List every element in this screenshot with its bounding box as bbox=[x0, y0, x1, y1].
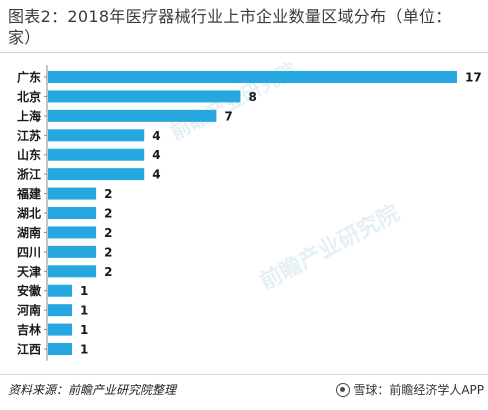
data-label: 2 bbox=[104, 265, 112, 279]
data-label: 4 bbox=[152, 148, 160, 162]
category-label: 广东 bbox=[17, 70, 41, 85]
data-label: 2 bbox=[104, 187, 112, 201]
category-label: 安徽 bbox=[17, 283, 42, 298]
bar bbox=[48, 129, 145, 142]
bar bbox=[48, 304, 73, 317]
bar bbox=[48, 226, 97, 239]
bar bbox=[48, 168, 145, 181]
data-label: 1 bbox=[80, 284, 88, 298]
watermark-text: 前瞻产业研究院 bbox=[256, 200, 404, 295]
data-label: 4 bbox=[152, 129, 160, 143]
category-label: 上海 bbox=[17, 108, 41, 123]
category-label: 湖北 bbox=[17, 206, 41, 221]
footer-divider bbox=[0, 374, 488, 375]
bar bbox=[48, 109, 217, 122]
category-label: 浙江 bbox=[17, 167, 41, 182]
bar bbox=[48, 343, 73, 356]
credit: 雪球：前瞻经济学人APP bbox=[336, 381, 484, 398]
category-label: 湖南 bbox=[17, 225, 41, 240]
data-label: 8 bbox=[248, 90, 256, 104]
source-note: 资料来源：前瞻产业研究院整理 bbox=[8, 383, 177, 397]
data-label: 17 bbox=[465, 71, 482, 85]
data-label: 2 bbox=[104, 207, 112, 221]
data-label: 2 bbox=[104, 226, 112, 240]
category-label: 四川 bbox=[17, 245, 41, 259]
data-label: 1 bbox=[80, 323, 88, 337]
bars-layer: 广东 17 北京 8 上海 7 江苏 4 山东 4 浙江 4 福建 2 湖北 2 湖南 2 四川 2 天津 2 安徽 1 河南 1… bbox=[16, 70, 482, 357]
category-label: 江苏 bbox=[17, 128, 41, 143]
title-divider bbox=[0, 52, 488, 53]
bar bbox=[48, 245, 97, 258]
bar bbox=[48, 265, 97, 278]
chart-title: 图表2：2018年医疗器械行业上市企业数量区域分布（单位：家） bbox=[8, 7, 452, 47]
data-label: 1 bbox=[80, 304, 88, 318]
category-label: 山东 bbox=[17, 147, 41, 162]
category-label: 吉林 bbox=[17, 322, 41, 337]
bar bbox=[48, 187, 97, 200]
bar bbox=[48, 207, 97, 220]
credit-text: 雪球：前瞻经济学人APP bbox=[353, 383, 484, 397]
category-label: 北京 bbox=[17, 89, 41, 104]
bar bbox=[48, 323, 73, 336]
data-label: 1 bbox=[80, 343, 88, 357]
category-label: 福建 bbox=[16, 186, 42, 201]
data-label: 2 bbox=[104, 245, 112, 259]
category-label: 河南 bbox=[16, 303, 41, 318]
data-label: 7 bbox=[224, 109, 232, 123]
snowball-logo-icon bbox=[336, 382, 351, 397]
category-label: 天津 bbox=[17, 264, 41, 279]
category-label: 江西 bbox=[17, 342, 41, 357]
bar bbox=[48, 148, 145, 161]
data-label: 4 bbox=[152, 168, 160, 182]
bar bbox=[48, 90, 241, 103]
bar bbox=[48, 284, 73, 297]
bar bbox=[48, 71, 457, 83]
